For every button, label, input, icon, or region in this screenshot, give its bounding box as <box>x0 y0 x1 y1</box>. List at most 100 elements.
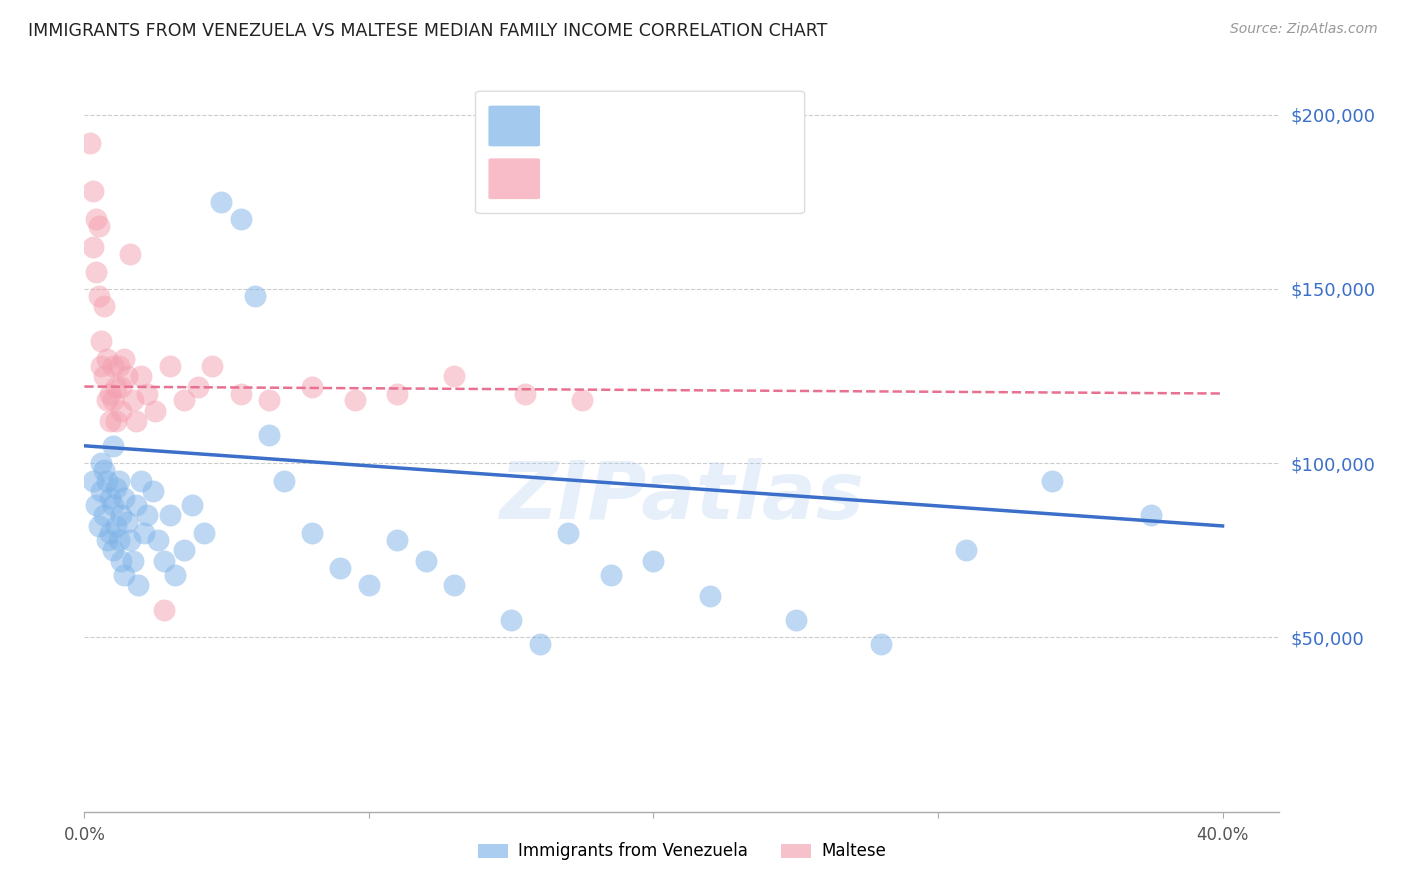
Point <box>87 519 110 533</box>
Point <box>107 359 129 373</box>
Point <box>173 543 195 558</box>
Point <box>259 393 281 408</box>
Point <box>173 393 195 408</box>
Point <box>273 474 295 488</box>
Point <box>98 414 121 428</box>
Point <box>110 554 132 568</box>
Point <box>129 474 152 488</box>
Point <box>387 386 409 401</box>
Point <box>121 393 143 408</box>
Point <box>110 508 132 523</box>
Point <box>90 484 112 499</box>
Point <box>159 508 181 523</box>
Point <box>84 498 107 512</box>
Legend: Immigrants from Venezuela, Maltese: Immigrants from Venezuela, Maltese <box>471 836 893 867</box>
Point <box>90 456 112 470</box>
Point <box>571 393 593 408</box>
Point <box>93 299 115 313</box>
Point <box>387 533 409 547</box>
Point <box>101 359 124 373</box>
Point <box>159 359 181 373</box>
Point <box>1040 474 1063 488</box>
Point <box>112 567 135 582</box>
Point <box>96 533 118 547</box>
Point <box>153 554 176 568</box>
Point <box>101 498 124 512</box>
Point <box>93 508 115 523</box>
Point <box>329 561 352 575</box>
Point <box>785 613 807 627</box>
Point <box>101 393 124 408</box>
Point <box>443 578 465 592</box>
Point <box>110 379 132 393</box>
Point <box>96 351 118 366</box>
Point <box>98 386 121 401</box>
Point <box>599 567 621 582</box>
Point <box>301 379 323 393</box>
Point <box>104 379 127 393</box>
Point <box>93 463 115 477</box>
Point <box>90 359 112 373</box>
Point <box>124 498 146 512</box>
Text: Source: ZipAtlas.com: Source: ZipAtlas.com <box>1230 22 1378 37</box>
Point <box>79 136 101 150</box>
Point <box>112 491 135 505</box>
Point <box>1140 508 1163 523</box>
Point <box>955 543 977 558</box>
Point <box>357 578 380 592</box>
Point <box>415 554 437 568</box>
Point <box>87 219 110 234</box>
Point <box>643 554 665 568</box>
Point <box>96 474 118 488</box>
Point <box>557 525 579 540</box>
Point <box>145 404 167 418</box>
Point <box>93 369 115 384</box>
Point <box>115 516 138 530</box>
Point <box>699 589 721 603</box>
Point <box>529 637 551 651</box>
Point <box>201 359 224 373</box>
Point <box>165 567 187 582</box>
Point <box>98 525 121 540</box>
Point <box>101 439 124 453</box>
Point <box>104 414 127 428</box>
Point <box>84 264 107 278</box>
Point <box>127 578 149 592</box>
Point <box>82 185 104 199</box>
Point <box>229 386 252 401</box>
Point <box>107 533 129 547</box>
Point <box>142 484 165 499</box>
Point <box>82 474 104 488</box>
Text: ZIPatlas: ZIPatlas <box>499 458 865 536</box>
Point <box>259 428 281 442</box>
Point <box>501 613 523 627</box>
Point <box>515 386 537 401</box>
Point <box>107 474 129 488</box>
Point <box>343 393 366 408</box>
Point <box>115 369 138 384</box>
Point <box>153 602 176 616</box>
Point <box>187 379 209 393</box>
Point <box>136 508 159 523</box>
Point <box>104 519 127 533</box>
Point <box>96 393 118 408</box>
Point <box>229 212 252 227</box>
Point <box>148 533 170 547</box>
Point <box>84 212 107 227</box>
Point <box>101 543 124 558</box>
Point <box>129 369 152 384</box>
Point <box>136 386 159 401</box>
Point <box>193 525 215 540</box>
Point <box>209 194 232 209</box>
Point <box>118 247 141 261</box>
Point <box>112 351 135 366</box>
Point <box>87 289 110 303</box>
Point <box>110 404 132 418</box>
Point <box>301 525 323 540</box>
Point <box>90 334 112 349</box>
Point <box>124 414 146 428</box>
Point <box>443 369 465 384</box>
Point <box>98 491 121 505</box>
Point <box>243 289 266 303</box>
Text: IMMIGRANTS FROM VENEZUELA VS MALTESE MEDIAN FAMILY INCOME CORRELATION CHART: IMMIGRANTS FROM VENEZUELA VS MALTESE MED… <box>28 22 828 40</box>
